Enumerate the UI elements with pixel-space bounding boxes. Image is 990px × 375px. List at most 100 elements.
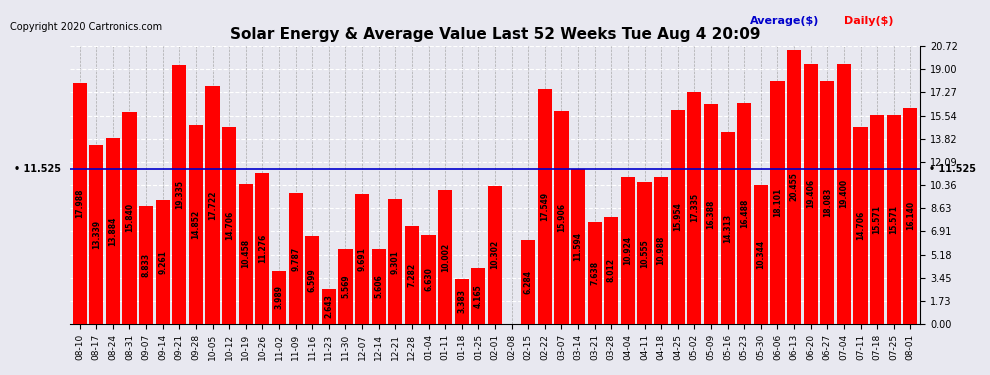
Text: 9.301: 9.301: [391, 250, 400, 274]
Bar: [753, 185, 768, 324]
Bar: [172, 64, 186, 324]
Bar: [371, 249, 386, 324]
Text: 16.388: 16.388: [707, 200, 716, 229]
Text: 15.906: 15.906: [557, 203, 566, 232]
Bar: [422, 235, 436, 324]
Text: 6.284: 6.284: [524, 270, 533, 294]
Text: Average($): Average($): [750, 16, 820, 26]
Bar: [106, 138, 120, 324]
Text: 16.140: 16.140: [906, 201, 915, 230]
Bar: [189, 125, 203, 324]
Text: 3.989: 3.989: [274, 285, 283, 309]
Text: 16.488: 16.488: [740, 199, 748, 228]
Bar: [405, 226, 419, 324]
Bar: [139, 206, 153, 324]
Text: 14.706: 14.706: [856, 211, 865, 240]
Text: 13.884: 13.884: [108, 216, 118, 246]
Title: Solar Energy & Average Value Last 52 Weeks Tue Aug 4 20:09: Solar Energy & Average Value Last 52 Wee…: [230, 27, 760, 42]
Text: 8.012: 8.012: [607, 258, 616, 282]
Text: 19.406: 19.406: [806, 179, 815, 209]
Text: 13.339: 13.339: [92, 220, 101, 249]
Bar: [571, 168, 585, 324]
Bar: [837, 64, 851, 324]
Bar: [471, 268, 485, 324]
Bar: [488, 186, 502, 324]
Text: 17.549: 17.549: [541, 192, 549, 221]
Bar: [887, 115, 901, 324]
Bar: [903, 108, 918, 324]
Text: 5.606: 5.606: [374, 274, 383, 298]
Text: 10.555: 10.555: [640, 239, 649, 268]
Bar: [787, 50, 801, 324]
Bar: [588, 222, 602, 324]
Text: 9.261: 9.261: [158, 250, 167, 274]
Bar: [89, 145, 103, 324]
Bar: [288, 193, 303, 324]
Bar: [305, 236, 320, 324]
Bar: [638, 183, 651, 324]
Text: 7.282: 7.282: [408, 263, 417, 287]
Text: 20.455: 20.455: [790, 172, 799, 201]
Bar: [272, 270, 286, 324]
Bar: [206, 86, 220, 324]
Text: 15.840: 15.840: [125, 203, 134, 232]
Bar: [155, 200, 169, 324]
Text: 5.569: 5.569: [341, 275, 350, 298]
Text: 19.335: 19.335: [175, 180, 184, 209]
Text: 17.988: 17.988: [75, 189, 84, 218]
Bar: [388, 199, 402, 324]
Text: 18.101: 18.101: [773, 188, 782, 217]
Text: 8.833: 8.833: [142, 253, 150, 277]
Bar: [670, 110, 685, 324]
Text: • 11.525: • 11.525: [14, 164, 61, 174]
Text: 2.643: 2.643: [325, 294, 334, 318]
Bar: [255, 173, 269, 324]
Text: 18.083: 18.083: [823, 188, 832, 218]
Bar: [222, 127, 237, 324]
Bar: [604, 216, 619, 324]
Text: 11.594: 11.594: [573, 232, 582, 261]
Bar: [239, 184, 252, 324]
Text: 10.924: 10.924: [624, 236, 633, 266]
Bar: [322, 289, 336, 324]
Bar: [853, 127, 867, 324]
Text: 6.630: 6.630: [424, 268, 433, 291]
Text: 17.722: 17.722: [208, 190, 217, 220]
Text: 9.787: 9.787: [291, 246, 300, 270]
Bar: [339, 249, 352, 324]
Bar: [721, 132, 735, 324]
Bar: [538, 88, 551, 324]
Bar: [439, 190, 452, 324]
Bar: [804, 64, 818, 324]
Text: 4.165: 4.165: [474, 284, 483, 308]
Text: 7.638: 7.638: [590, 261, 599, 285]
Text: 17.335: 17.335: [690, 193, 699, 222]
Text: Copyright 2020 Cartronics.com: Copyright 2020 Cartronics.com: [10, 22, 162, 32]
Text: 11.276: 11.276: [258, 234, 267, 263]
Text: 15.954: 15.954: [673, 202, 682, 231]
Bar: [521, 240, 536, 324]
Text: 15.571: 15.571: [889, 205, 898, 234]
Bar: [123, 111, 137, 324]
Text: 10.002: 10.002: [441, 242, 449, 272]
Text: 15.571: 15.571: [872, 205, 882, 234]
Bar: [738, 103, 751, 324]
Bar: [770, 81, 784, 324]
Bar: [687, 92, 702, 324]
Bar: [870, 115, 884, 324]
Text: 14.313: 14.313: [723, 213, 732, 243]
Text: 10.302: 10.302: [490, 240, 500, 270]
Text: 19.400: 19.400: [840, 179, 848, 209]
Bar: [72, 83, 87, 324]
Bar: [454, 279, 469, 324]
Text: 14.706: 14.706: [225, 211, 234, 240]
Bar: [654, 177, 668, 324]
Bar: [704, 104, 718, 324]
Bar: [621, 177, 635, 324]
Text: • 11.525: • 11.525: [929, 164, 976, 174]
Text: Daily($): Daily($): [843, 16, 893, 26]
Bar: [554, 111, 568, 324]
Bar: [821, 81, 835, 324]
Text: 6.599: 6.599: [308, 268, 317, 292]
Text: 10.458: 10.458: [242, 239, 250, 268]
